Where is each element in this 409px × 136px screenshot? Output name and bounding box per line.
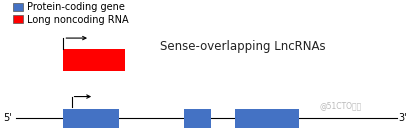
- Text: 3': 3': [399, 113, 407, 123]
- Text: Sense-overlapping LncRNAs: Sense-overlapping LncRNAs: [160, 40, 325, 53]
- Bar: [235, 109, 299, 128]
- Legend: Protein-coding gene, Long noncoding RNA: Protein-coding gene, Long noncoding RNA: [13, 2, 128, 25]
- Text: 5': 5': [4, 113, 12, 123]
- Bar: [63, 49, 125, 71]
- Bar: [63, 109, 119, 128]
- Bar: [184, 109, 211, 128]
- Text: @51CTO博客: @51CTO博客: [319, 102, 361, 111]
